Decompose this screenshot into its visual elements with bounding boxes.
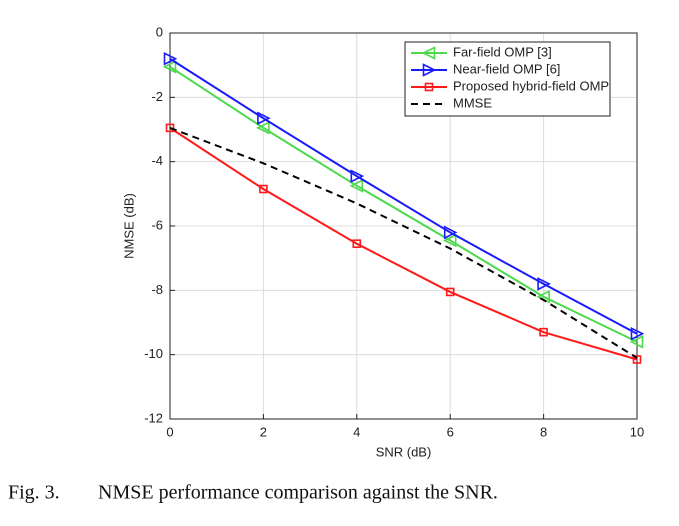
y-tick-label: -6 (151, 217, 163, 232)
legend-label: Proposed hybrid-field OMP (453, 78, 609, 93)
y-tick-label: -10 (144, 346, 163, 361)
marker (632, 355, 642, 364)
marker (630, 326, 645, 341)
marker (349, 178, 364, 193)
x-tick-label: 2 (260, 424, 267, 439)
marker (422, 63, 437, 77)
series-line (169, 65, 638, 343)
caption-text: NMSE performance comparison against the … (98, 482, 498, 504)
marker (162, 59, 177, 74)
series-line (169, 57, 638, 335)
marker (259, 184, 268, 194)
marker (352, 239, 362, 248)
marker (539, 327, 548, 337)
marker (350, 169, 365, 183)
marker (256, 121, 270, 135)
legend-label: Far-field OMP [3] (453, 44, 552, 59)
plot-frame (169, 32, 638, 420)
legend-label: MMSE (453, 95, 492, 110)
marker (165, 123, 175, 133)
series-line (169, 127, 638, 361)
y-tick-label: -12 (144, 410, 163, 425)
y-tick-label: -2 (151, 89, 163, 104)
y-tick-label: -8 (151, 282, 163, 297)
marker (442, 233, 457, 248)
y-tick-label: 0 (156, 24, 163, 39)
marker (421, 46, 436, 60)
series-line (169, 126, 638, 359)
marker (424, 82, 434, 92)
x-tick-label: 6 (447, 424, 454, 439)
marker (629, 335, 644, 349)
caption-label: Fig. 3. (8, 482, 60, 504)
x-tick-label: 4 (353, 424, 360, 439)
x-tick-label: 0 (166, 424, 173, 439)
marker (163, 51, 178, 66)
y-axis-label: NMSE (dB) (121, 193, 136, 259)
marker (443, 225, 458, 240)
y-tick-label: -4 (151, 153, 163, 168)
x-tick-label: 10 (630, 424, 644, 439)
marker (537, 277, 551, 291)
marker (257, 111, 271, 126)
x-axis-label: SNR (dB) (376, 444, 432, 459)
legend-label: Near-field OMP [6] (453, 61, 560, 76)
marker (445, 287, 455, 297)
x-tick-label: 8 (540, 424, 547, 439)
